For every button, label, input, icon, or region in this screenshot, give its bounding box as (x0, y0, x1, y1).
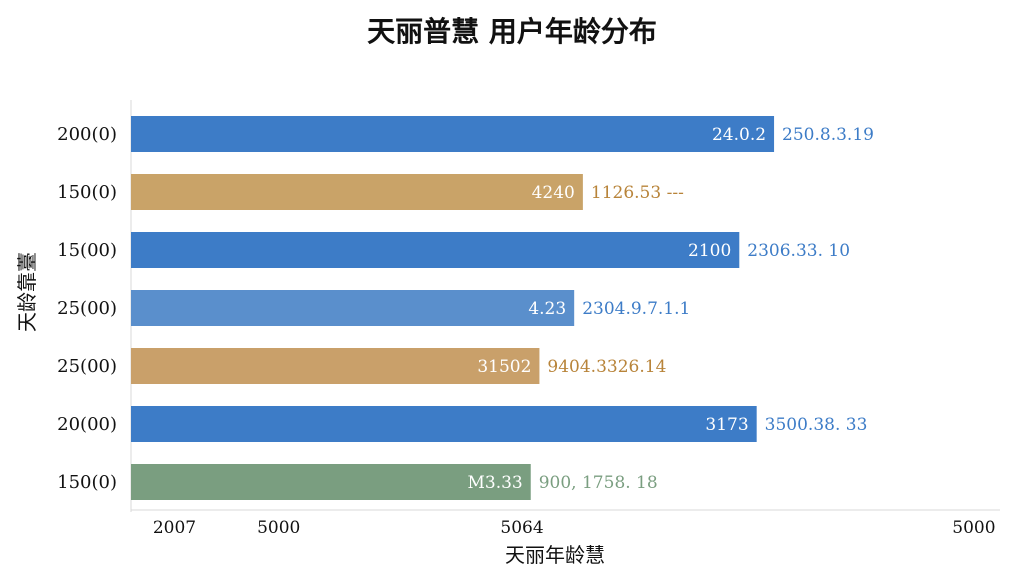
category-label: 25(00) (57, 298, 117, 319)
category-label: 15(00) (57, 240, 117, 261)
y-axis-title: 天龄靠薹 (15, 252, 39, 332)
bar-inner-label: 3173 (705, 415, 748, 435)
bar-inner-label: 31502 (477, 357, 531, 377)
bar-inner-label: 2100 (688, 241, 731, 261)
bar (131, 290, 575, 326)
category-label: 150(0) (57, 472, 117, 493)
chart-title: 天丽普慧 用户年龄分布 (367, 15, 657, 48)
bar-inner-label: 4240 (532, 183, 575, 203)
bar (131, 406, 757, 442)
bar-value-label: 250.8.3.19 (782, 125, 874, 145)
bar-value-label: 900, 1758. 18 (539, 473, 658, 493)
bar-value-label: 9404.3326.14 (547, 357, 666, 377)
x-tick-label: 5000 (257, 518, 300, 538)
category-label: 25(00) (57, 356, 117, 377)
bar-value-label: 2306.33. 10 (747, 241, 850, 261)
bar (131, 116, 775, 152)
x-ticks-group: 2007 5000 5064 5000 (153, 518, 996, 538)
bar (131, 174, 583, 210)
x-tick-label: 2007 (153, 518, 196, 538)
category-label: 200(0) (57, 124, 117, 145)
x-axis-title: 天丽年龄慧 (505, 543, 605, 567)
bar-inner-label: 4.23 (528, 299, 566, 319)
bars-group: 200(0) 24.0.2 250.8.3.19 150(0) 4240 1126.53 … (57, 116, 874, 500)
x-tick-label: 5000 (952, 518, 995, 538)
bar-value-label: 1126.53 --- (591, 183, 684, 203)
bar-value-label: 2304.9.7.1.1 (582, 299, 690, 319)
x-tick-label: 5064 (500, 518, 543, 538)
bar (131, 464, 531, 500)
bar (131, 232, 740, 268)
bar-inner-label: M3.33 (467, 473, 522, 493)
bar (131, 348, 540, 384)
bar-inner-label: 24.0.2 (712, 125, 766, 145)
category-label: 20(00) (57, 414, 117, 435)
bar-value-label: 3500.38. 33 (765, 415, 868, 435)
category-label: 150(0) (57, 182, 117, 203)
